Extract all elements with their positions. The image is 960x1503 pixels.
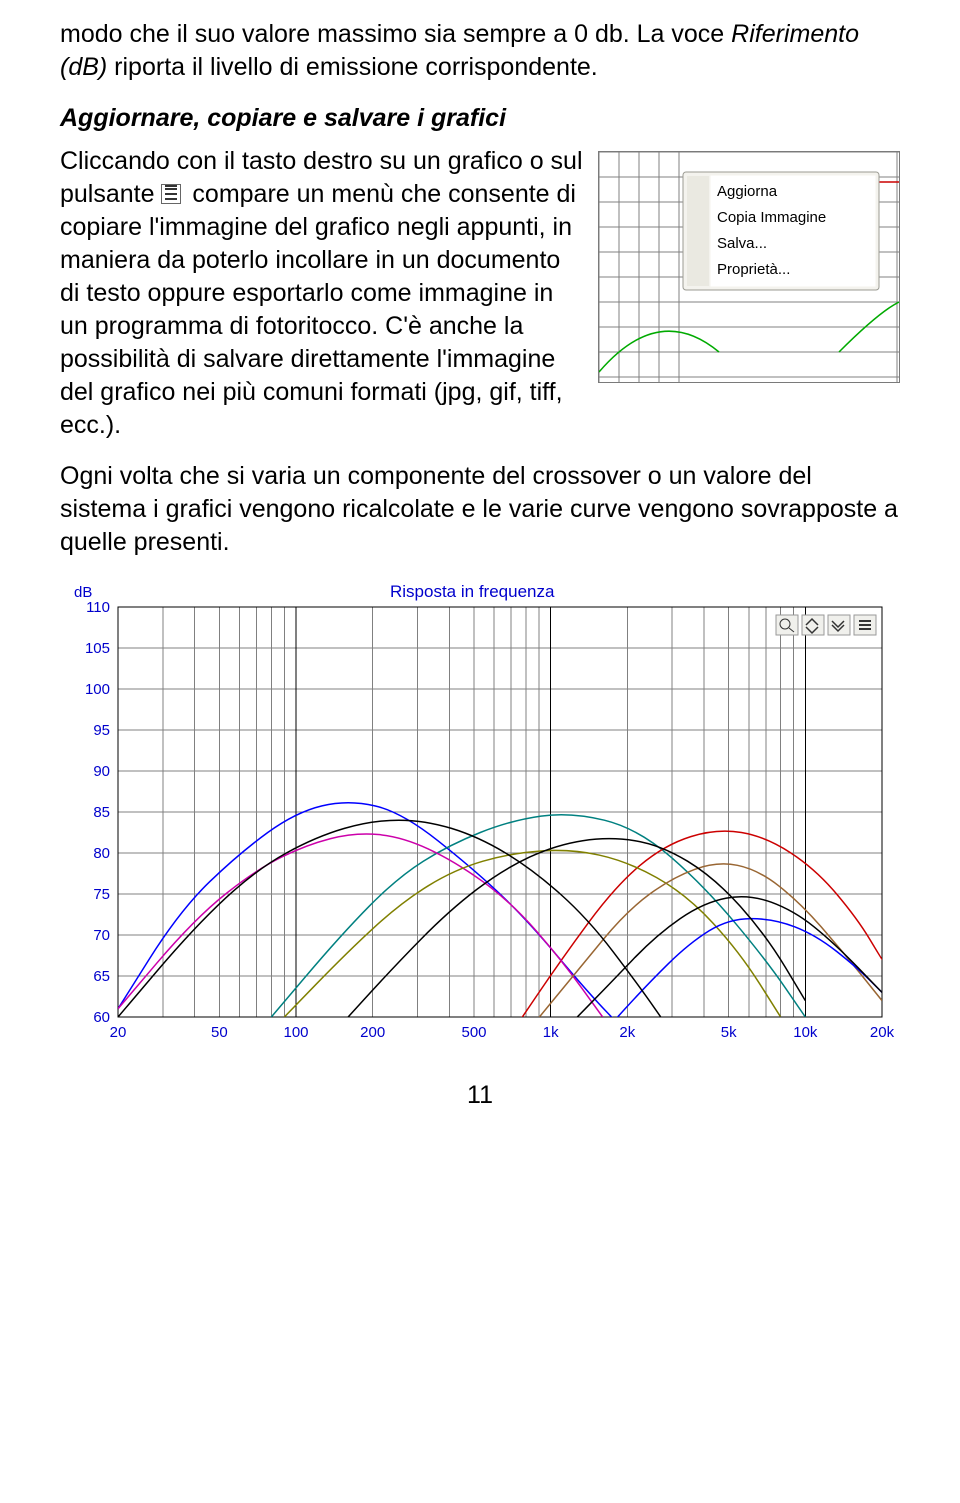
svg-text:90: 90 xyxy=(93,763,110,780)
svg-text:5k: 5k xyxy=(721,1024,737,1041)
svg-text:65: 65 xyxy=(93,968,110,985)
frequency-response-chart: dB Risposta in frequenza 606570758085909… xyxy=(60,577,900,1049)
tool-collapse-icon[interactable] xyxy=(828,615,850,635)
tool-zoom-icon[interactable] xyxy=(776,615,798,635)
body-paragraph-2: Ogni volta che si varia un componente de… xyxy=(60,460,900,559)
svg-text:50: 50 xyxy=(211,1024,228,1041)
svg-text:100: 100 xyxy=(85,681,110,698)
svg-text:85: 85 xyxy=(93,804,110,821)
svg-text:1k: 1k xyxy=(543,1024,559,1041)
tool-menu-icon[interactable] xyxy=(854,615,876,635)
svg-text:60: 60 xyxy=(93,1009,110,1026)
body-text-1b: compare un menù che consente di copiare … xyxy=(60,180,576,439)
svg-text:500: 500 xyxy=(461,1024,486,1041)
svg-text:70: 70 xyxy=(93,927,110,944)
svg-text:200: 200 xyxy=(360,1024,385,1041)
svg-text:2k: 2k xyxy=(619,1024,635,1041)
svg-text:110: 110 xyxy=(86,599,110,616)
context-menu-screenshot: Aggiorna Copia Immagine Salva... Proprie… xyxy=(598,151,900,392)
context-menu-svg: Aggiorna Copia Immagine Salva... Proprie… xyxy=(598,151,900,383)
intro-text-a: modo che il suo valore massimo sia sempr… xyxy=(60,20,731,48)
svg-text:10k: 10k xyxy=(793,1024,818,1041)
chart-title: Risposta in frequenza xyxy=(390,582,555,601)
plot-area: 60 65 70 75 80 85 90 95 100 105 110 20 50 100 200 500 1k… xyxy=(85,599,895,1041)
svg-text:80: 80 xyxy=(93,845,110,862)
section-heading: Aggiornare, copiare e salvare i grafici xyxy=(60,102,900,135)
svg-text:95: 95 xyxy=(93,722,110,739)
svg-text:20k: 20k xyxy=(870,1024,895,1041)
tool-expand-icon[interactable] xyxy=(802,615,824,635)
menu-item-copia[interactable]: Copia Immagine xyxy=(717,209,826,226)
menu-button-icon xyxy=(161,184,181,204)
svg-text:100: 100 xyxy=(283,1024,308,1041)
menu-gutter xyxy=(687,176,709,286)
menu-item-salva[interactable]: Salva... xyxy=(717,235,767,252)
svg-text:20: 20 xyxy=(110,1024,127,1041)
menu-item-aggiorna[interactable]: Aggiorna xyxy=(717,183,778,200)
intro-text-b: riporta il livello di emissione corrispo… xyxy=(107,53,598,81)
menu-item-proprieta[interactable]: Proprietà... xyxy=(717,261,790,278)
svg-text:75: 75 xyxy=(93,886,110,903)
intro-paragraph: modo che il suo valore massimo sia sempr… xyxy=(60,18,900,84)
svg-text:105: 105 xyxy=(85,640,110,657)
page-number: 11 xyxy=(60,1079,900,1112)
